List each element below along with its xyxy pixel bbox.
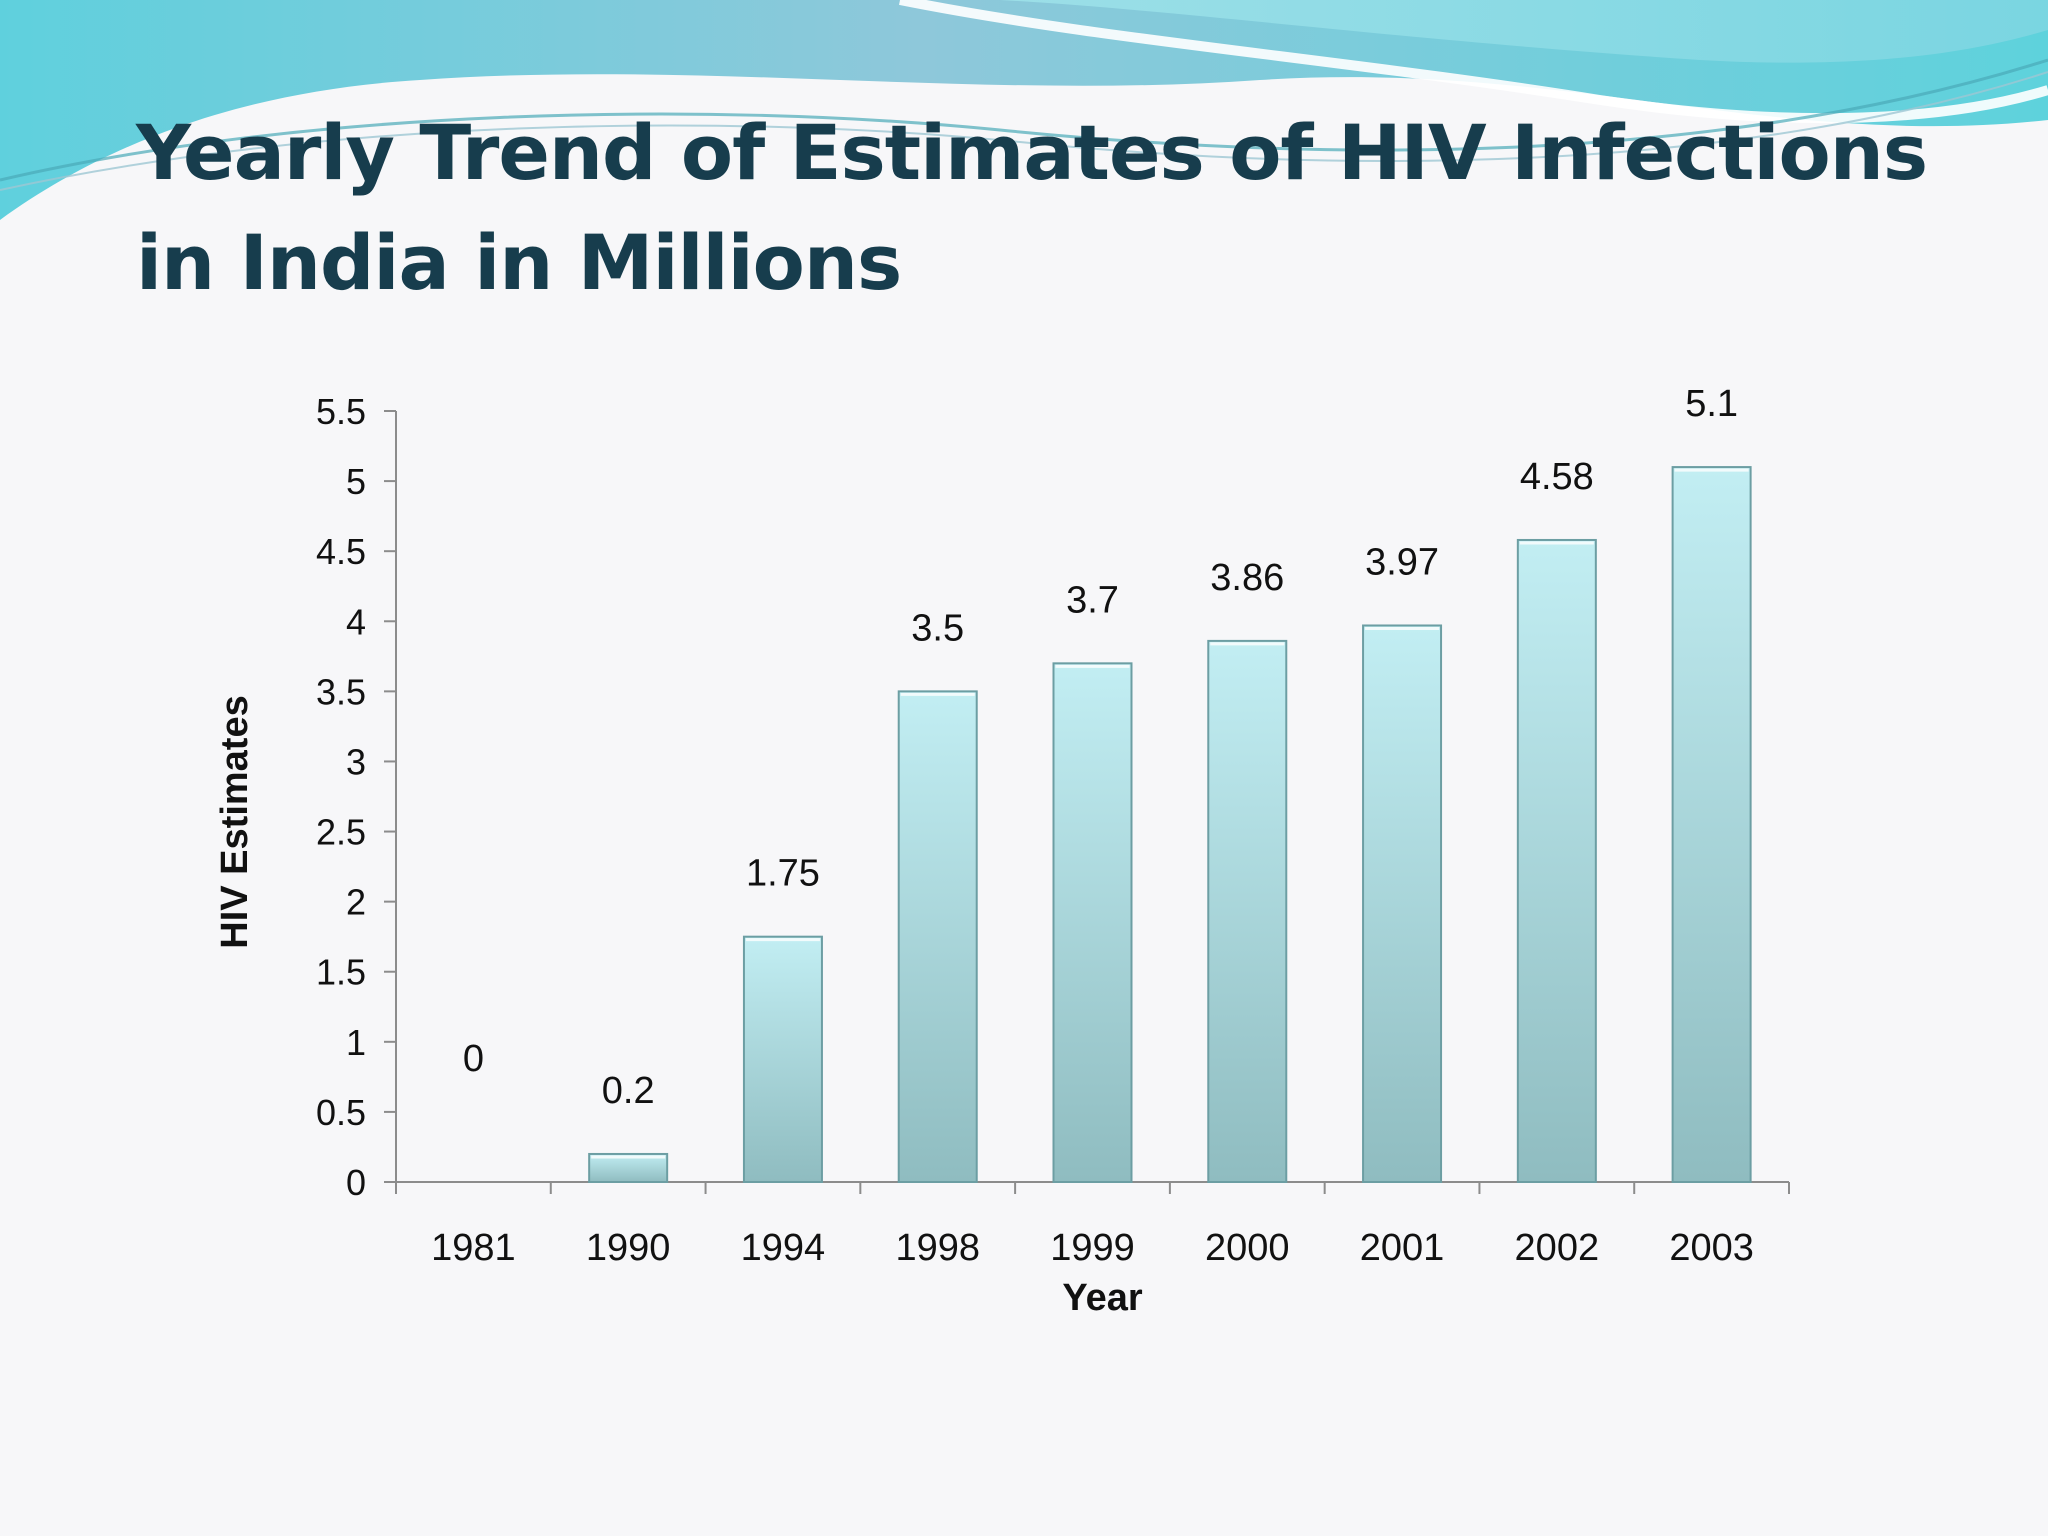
x-tick-label: 2002	[1515, 1227, 1600, 1269]
y-tick-label: 0.5	[316, 1092, 366, 1133]
y-tick-label: 5	[346, 461, 366, 502]
bar-2001	[1362, 624, 1443, 1183]
chart-labels: 0 0.5 1 1.5 2 2.5 3 3.5 4 4.5 5 5.5 0 1981 0.2 1990 1.75…	[214, 383, 1754, 1319]
data-label: 5.1	[1685, 383, 1738, 425]
wave-header-decoration	[0, 0, 2048, 220]
data-label: 0	[463, 1038, 484, 1080]
data-label: 4.58	[1520, 456, 1594, 498]
y-tick-label: 0	[346, 1162, 366, 1203]
x-tick-label: 1999	[1050, 1227, 1135, 1269]
data-label: 0.2	[602, 1070, 655, 1112]
data-label: 3.7	[1066, 579, 1119, 621]
x-tick-label: 1990	[586, 1227, 671, 1269]
bar-1994	[742, 935, 823, 1183]
y-tick-label: 1	[346, 1022, 366, 1063]
data-label: 3.97	[1365, 541, 1439, 583]
bar-2002	[1516, 538, 1597, 1183]
y-tick-label: 3.5	[316, 671, 366, 712]
x-axis-title: Year	[1062, 1277, 1143, 1319]
bar-1999	[1052, 662, 1133, 1183]
bar-2003	[1671, 466, 1752, 1183]
data-label: 3.86	[1210, 557, 1284, 599]
y-tick-label: 3	[346, 741, 366, 782]
y-tick-label: 1.5	[316, 952, 366, 993]
x-tick-label: 2003	[1669, 1227, 1754, 1269]
x-tick-label: 1981	[431, 1227, 516, 1269]
data-label: 1.75	[746, 853, 820, 895]
bar-2000	[1207, 639, 1288, 1183]
x-tick-label: 1994	[741, 1227, 826, 1269]
y-tick-label: 2	[346, 882, 366, 923]
y-tick-label: 2.5	[316, 812, 366, 853]
bar-1990	[588, 1152, 669, 1183]
y-tick-label: 4	[346, 601, 366, 642]
x-tick-label: 2000	[1205, 1227, 1290, 1269]
x-tick-label: 1998	[895, 1227, 980, 1269]
y-axis-title: HIV Estimates	[214, 695, 256, 948]
x-tick-label: 2001	[1360, 1227, 1445, 1269]
data-label: 3.5	[911, 607, 964, 649]
bar-1998	[897, 690, 978, 1183]
slide-title: Yearly Trend of Estimates of HIV Infecti…	[136, 108, 1928, 307]
y-tick-label: 5.5	[316, 391, 366, 432]
chart-bars	[588, 466, 1752, 1183]
y-tick-label: 4.5	[316, 531, 366, 572]
